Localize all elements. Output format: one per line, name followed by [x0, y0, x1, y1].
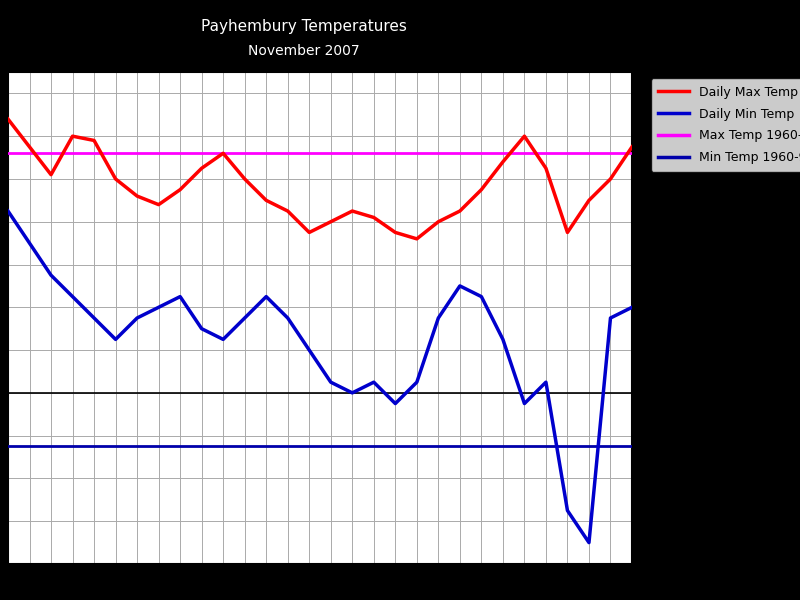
Text: Payhembury Temperatures: Payhembury Temperatures: [201, 19, 407, 34]
Legend: Daily Max Temp, Daily Min Temp, Max Temp 1960-90, Min Temp 1960-90: Daily Max Temp, Daily Min Temp, Max Temp…: [650, 78, 800, 172]
Text: November 2007: November 2007: [248, 44, 360, 58]
